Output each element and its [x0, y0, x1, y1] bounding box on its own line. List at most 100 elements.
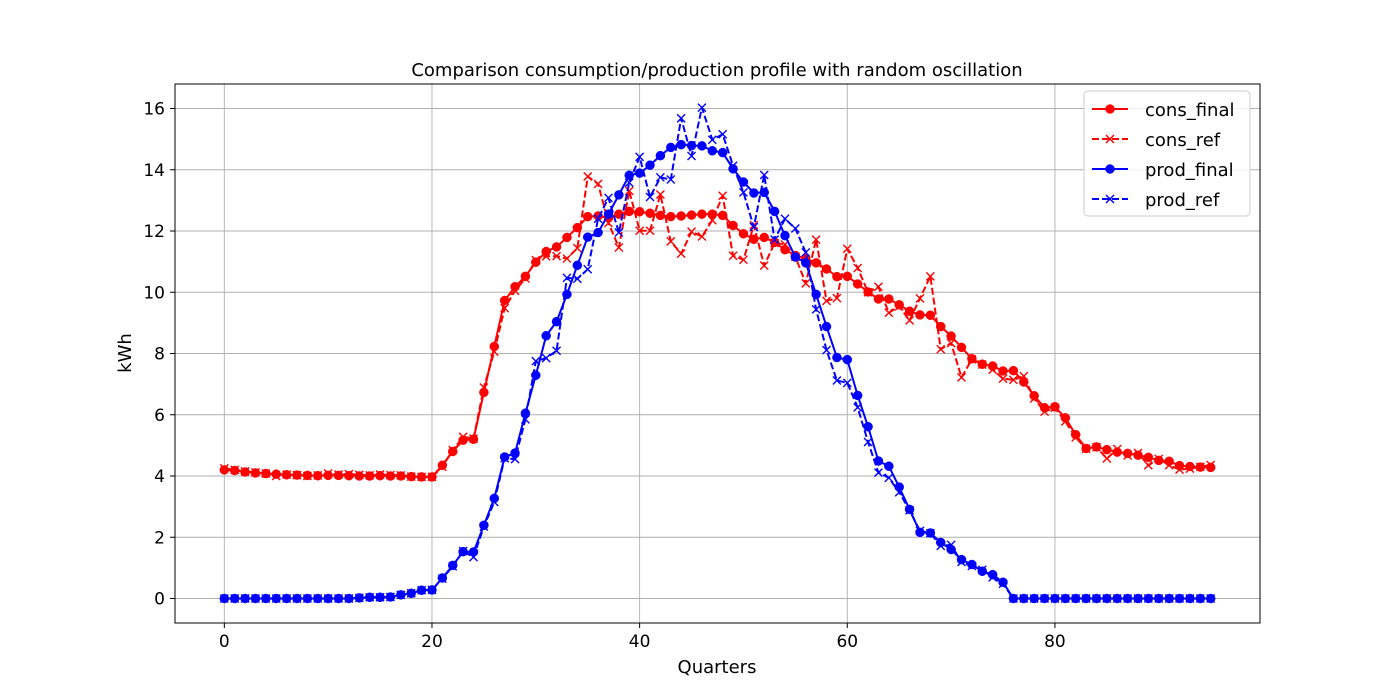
data-point-cons_ref	[936, 344, 946, 354]
data-point-prod_ref	[1102, 594, 1112, 603]
data-point-prod_final	[572, 260, 583, 271]
data-point-prod_ref	[936, 541, 946, 551]
data-point-cons_ref	[282, 469, 292, 479]
data-point-prod_ref	[666, 175, 676, 185]
data-point-prod_ref	[749, 222, 759, 232]
data-point-cons_ref	[1071, 432, 1081, 442]
data-point-cons_ref	[427, 472, 437, 482]
data-point-cons_ref	[1019, 371, 1029, 381]
data-point-prod_ref	[427, 585, 437, 595]
legend-entry-prod_ref: prod_ref	[1092, 190, 1220, 211]
data-point-prod_final	[842, 354, 853, 365]
data-point-prod_final	[655, 150, 666, 161]
x-tick-label: 20	[421, 632, 443, 652]
data-point-prod_ref	[842, 378, 852, 388]
data-point-cons_final	[271, 469, 281, 479]
data-point-cons_final	[666, 211, 676, 222]
data-point-cons_ref	[271, 471, 281, 481]
data-point-cons_ref	[458, 432, 468, 442]
y-tick-label: 14	[143, 161, 165, 181]
x-tick-label: 0	[219, 632, 230, 652]
data-point-cons_ref	[832, 293, 842, 303]
data-point-prod_ref	[520, 414, 530, 424]
data-point-cons_ref	[1112, 444, 1122, 454]
data-point-cons_ref	[334, 469, 344, 479]
data-point-prod_final	[634, 168, 645, 178]
data-point-cons_ref	[240, 466, 250, 476]
data-point-prod_ref	[977, 565, 987, 575]
data-point-prod_ref	[302, 594, 312, 603]
data-point-prod_ref	[1071, 594, 1081, 603]
data-point-prod_ref	[1081, 594, 1091, 603]
data-point-prod_ref	[905, 505, 915, 515]
data-point-prod_ref	[655, 172, 665, 182]
data-point-cons_final	[323, 470, 333, 481]
data-point-prod_ref	[738, 187, 748, 197]
data-point-prod_ref	[292, 594, 302, 603]
x-tick-label: 40	[629, 632, 651, 652]
data-point-prod_final	[645, 160, 655, 170]
data-point-cons_ref	[469, 434, 478, 444]
data-point-prod_ref	[458, 546, 468, 556]
data-point-cons_ref	[552, 251, 562, 261]
data-point-cons_final	[624, 206, 634, 217]
data-point-prod_final	[676, 139, 686, 150]
data-point-cons_final	[728, 220, 738, 231]
data-point-cons_ref	[313, 470, 323, 480]
data-point-prod_ref	[313, 594, 323, 603]
data-point-cons_final	[541, 246, 551, 257]
data-point-prod_ref	[687, 151, 697, 161]
data-point-prod_final	[935, 537, 946, 548]
y-tick-label: 0	[154, 590, 165, 610]
data-point-cons_ref	[344, 469, 354, 479]
data-point-cons_ref	[957, 372, 966, 382]
data-point-prod_final	[717, 147, 728, 158]
data-point-cons_ref	[510, 286, 520, 296]
data-point-cons_ref	[759, 261, 769, 271]
data-point-prod_ref	[697, 103, 707, 113]
data-point-prod_final	[707, 146, 718, 156]
data-point-cons_ref	[261, 469, 271, 479]
data-point-prod_final	[697, 141, 707, 151]
data-point-prod_ref	[219, 594, 229, 603]
data-point-cons_ref	[946, 338, 956, 348]
data-point-cons_ref	[520, 273, 530, 283]
data-point-cons_final	[759, 232, 769, 243]
data-point-cons_final	[894, 300, 904, 310]
data-point-prod_ref	[541, 353, 551, 363]
data-point-cons_ref	[873, 282, 883, 292]
data-point-cons_ref	[1164, 460, 1174, 470]
data-point-cons_ref	[1060, 416, 1070, 426]
data-point-prod_ref	[593, 214, 603, 224]
series-prod_ref	[219, 103, 1216, 603]
legend: cons_final cons_ref prod_final prod_ref	[1083, 90, 1251, 217]
data-point-prod_ref	[853, 402, 863, 412]
data-point-cons_final	[582, 211, 593, 222]
data-point-prod_ref	[385, 592, 395, 602]
data-point-cons_ref	[842, 244, 852, 254]
data-point-prod_ref	[531, 356, 541, 366]
data-point-prod_ref	[707, 135, 717, 145]
data-point-prod_ref	[1154, 594, 1164, 603]
data-point-cons_ref	[614, 243, 624, 253]
x-tick-label: 80	[1044, 632, 1066, 652]
data-point-prod_ref	[645, 192, 655, 202]
y-tick-label: 6	[154, 406, 165, 426]
data-point-prod_ref	[832, 375, 842, 385]
data-point-prod_ref	[988, 572, 998, 582]
data-point-prod_ref	[240, 594, 250, 603]
data-point-cons_final	[354, 471, 365, 481]
data-point-prod_ref	[614, 228, 624, 238]
data-point-cons_ref	[448, 445, 458, 455]
data-point-cons_ref	[697, 232, 707, 242]
data-point-cons_ref	[1185, 464, 1195, 474]
data-point-prod_ref	[261, 594, 271, 603]
data-point-cons_final	[1133, 450, 1143, 460]
data-point-prod_ref	[448, 561, 458, 571]
data-point-prod_final	[603, 209, 614, 219]
data-point-cons_final	[551, 242, 562, 252]
legend-label: cons_ref	[1145, 130, 1221, 151]
data-point-cons_ref	[375, 469, 385, 479]
data-point-cons_ref	[1133, 448, 1143, 458]
